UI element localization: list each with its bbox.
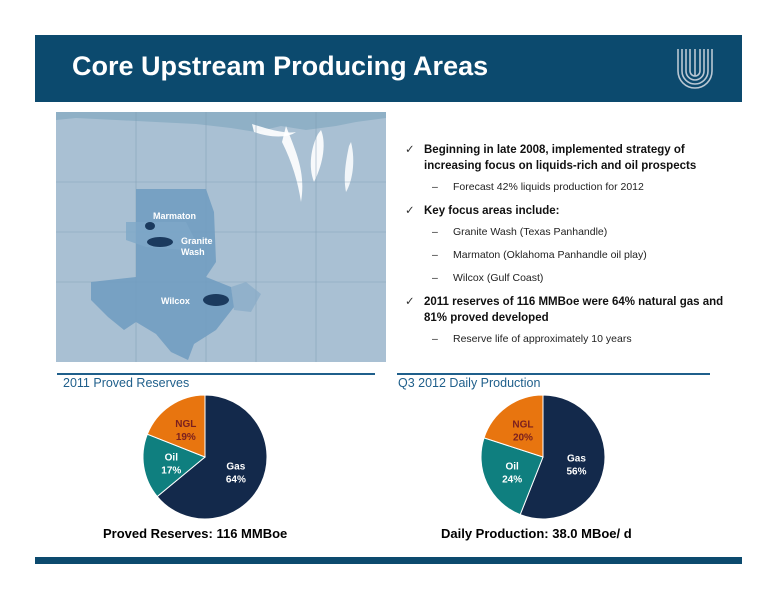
pie-slice-oil: [480, 437, 544, 516]
bullet-item: ✓ Key focus areas include:: [405, 203, 735, 219]
pie-value-oil: 17%: [161, 465, 181, 476]
pie-label-ngl: NGL: [175, 419, 196, 430]
map-label-wilcox: Wilcox: [161, 296, 190, 306]
pie-slice-ngl: [146, 394, 206, 458]
pie-value-ngl: 20%: [513, 432, 533, 443]
footer-bar: [35, 557, 742, 564]
sub-bullet-item: – Marmaton (Oklahoma Panhandle oil play): [432, 249, 647, 261]
sub-bullet-item: – Forecast 42% liquids production for 201…: [432, 181, 644, 193]
sub-bullet-item: – Wilcox (Gulf Coast): [432, 272, 544, 284]
pie-label-gas: Gas: [226, 462, 245, 473]
sub-bullet-item: – Granite Wash (Texas Panhandle): [432, 226, 608, 238]
sub-bullet-text: Forecast 42% liquids production for 2012: [453, 181, 644, 193]
reserves-caption: Proved Reserves: 116 MMBoe: [103, 526, 288, 541]
production-pie-chart: Gas 56% Oil 24% NGL 20%: [480, 394, 606, 520]
check-icon: ✓: [405, 296, 415, 308]
production-section-title: Q3 2012 Daily Production: [398, 376, 541, 390]
production-divider: [397, 373, 710, 375]
bullet-list: ✓ Beginning in late 2008, implemented str…: [405, 142, 735, 355]
us-map: Marmaton Granite Wash Wilcox: [56, 112, 386, 362]
sub-bullet-text: Wilcox (Gulf Coast): [453, 272, 544, 284]
page-title: Core Upstream Producing Areas: [72, 51, 489, 81]
pie-label-oil: Oil: [505, 462, 519, 473]
bullet-text: 2011 reserves of 116 MMBoe were 64% natu…: [424, 296, 724, 324]
bullet-item: ✓ Beginning in late 2008, implemented str…: [405, 142, 735, 174]
pie-value-gas: 64%: [226, 475, 246, 486]
pie-slice-ngl: [483, 394, 544, 458]
reserves-pie-chart: Gas 64% Oil 17% NGL 19%: [142, 394, 268, 520]
sub-bullet-text: Granite Wash (Texas Panhandle): [453, 226, 608, 238]
check-icon: ✓: [405, 144, 415, 156]
bullet-item: ✓ 2011 reserves of 116 MMBoe were 64% nat…: [405, 294, 735, 326]
title-bar: Core Upstream Producing Areas: [35, 35, 742, 102]
reserves-divider: [57, 373, 375, 375]
pie-slice-gas: [519, 394, 606, 520]
map-label-wash: Wash: [181, 247, 205, 257]
pie-value-gas: 56%: [566, 466, 586, 477]
bullet-text: Beginning in late 2008, implemented stra…: [424, 144, 697, 172]
production-caption: Daily Production: 38.0 MBoe/ d: [441, 526, 632, 541]
sub-bullet-text: Marmaton (Oklahoma Panhandle oil play): [453, 249, 647, 261]
pie-slice-oil: [142, 433, 206, 498]
pie-label-ngl: NGL: [512, 419, 533, 430]
company-logo-icon: [677, 49, 713, 89]
pie-slice-gas: [156, 394, 268, 520]
map-label-granite: Granite: [181, 236, 213, 246]
pie-value-oil: 24%: [502, 475, 522, 486]
reserves-section-title: 2011 Proved Reserves: [63, 376, 190, 390]
sub-bullet-text: Reserve life of approximately 10 years: [453, 333, 632, 345]
sub-bullet-item: – Reserve life of approximately 10 years: [432, 333, 632, 345]
pie-label-gas: Gas: [567, 453, 586, 464]
map-label-marmaton: Marmaton: [153, 211, 196, 221]
pie-value-ngl: 19%: [176, 432, 196, 443]
bullet-text: Key focus areas include:: [424, 205, 560, 217]
pie-label-oil: Oil: [165, 452, 179, 463]
check-icon: ✓: [405, 205, 415, 217]
